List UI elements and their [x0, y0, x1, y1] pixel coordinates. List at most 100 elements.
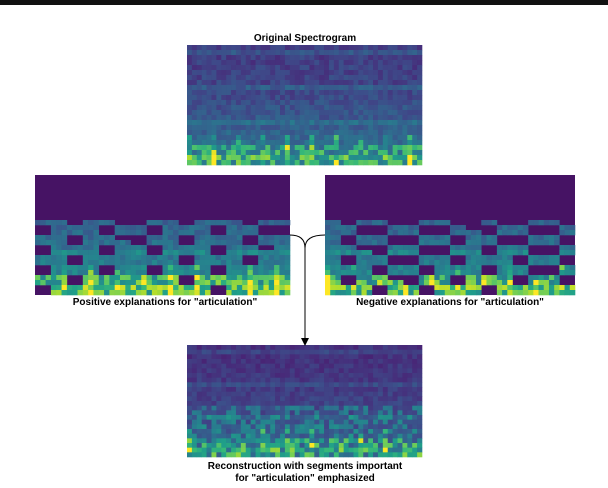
pixel — [280, 354, 286, 360]
pixel — [56, 265, 62, 271]
pixel — [333, 349, 340, 355]
pixel — [470, 230, 477, 236]
pixel — [496, 260, 503, 266]
pixel — [533, 290, 539, 296]
pixel — [392, 45, 398, 51]
pixel — [382, 120, 389, 126]
pixel — [377, 125, 384, 131]
pixel — [522, 265, 529, 271]
pixel — [40, 235, 46, 241]
pixel — [284, 100, 291, 106]
pixel — [240, 415, 247, 420]
pixel — [206, 95, 212, 101]
pixel — [392, 105, 398, 111]
pixel — [387, 270, 394, 276]
pixel — [361, 280, 367, 286]
pixel — [250, 115, 256, 121]
pixel — [240, 443, 247, 448]
pixel — [151, 220, 158, 226]
pixel — [417, 60, 423, 66]
pixel — [231, 363, 237, 369]
pixel — [265, 160, 271, 166]
pixel — [314, 405, 320, 411]
pixel — [373, 80, 379, 86]
pixel — [358, 438, 364, 444]
pixel — [270, 345, 276, 350]
pixel — [324, 354, 330, 360]
pixel — [358, 60, 364, 66]
pixel — [294, 80, 300, 86]
pixel — [507, 255, 513, 261]
pixel — [226, 415, 232, 420]
pixel — [72, 245, 78, 251]
pixel — [402, 125, 408, 131]
pixel — [226, 354, 232, 360]
pixel — [333, 75, 340, 81]
pixel — [382, 387, 389, 392]
pixel — [548, 280, 555, 286]
pixel — [260, 401, 266, 406]
pixel — [330, 240, 336, 246]
pixel — [353, 363, 359, 369]
pixel — [324, 85, 330, 91]
pixel — [61, 240, 68, 246]
pixel — [417, 415, 423, 420]
pixel — [50, 275, 57, 281]
pixel — [289, 359, 296, 364]
pixel — [358, 85, 364, 91]
pixel — [314, 150, 320, 156]
pixel — [120, 230, 126, 236]
pixel — [358, 45, 364, 51]
pixel — [392, 110, 398, 116]
pixel — [304, 443, 310, 448]
pixel — [240, 60, 247, 66]
negative-caption: Negative explanations for "articulation" — [356, 297, 544, 308]
pixel — [533, 220, 539, 226]
pixel — [88, 280, 94, 286]
pixel — [265, 354, 271, 360]
pixel — [275, 387, 281, 392]
pixel — [363, 447, 369, 453]
pixel — [284, 285, 291, 291]
pixel — [40, 275, 46, 281]
pixel — [333, 45, 340, 51]
pixel — [221, 100, 227, 106]
pixel — [201, 105, 207, 111]
pixel — [265, 155, 271, 161]
pixel — [348, 65, 354, 71]
pixel — [373, 368, 379, 374]
pixel — [343, 419, 349, 425]
pixel — [279, 290, 285, 296]
pixel — [206, 110, 212, 116]
pixel — [304, 373, 310, 378]
pixel — [284, 401, 291, 406]
pixel — [392, 60, 398, 66]
pixel — [353, 100, 359, 106]
pixel — [559, 285, 565, 291]
pixel — [325, 225, 331, 231]
pixel — [309, 155, 315, 161]
pixel — [265, 447, 271, 453]
pixel — [196, 60, 202, 66]
pixel — [191, 447, 198, 453]
pixel — [358, 433, 364, 439]
pixel — [216, 405, 222, 411]
pixel — [187, 160, 193, 166]
pixel — [206, 415, 212, 420]
pixel — [412, 424, 418, 430]
pixel — [368, 377, 374, 383]
pixel — [377, 396, 384, 402]
pixel — [554, 280, 560, 286]
pixel — [201, 387, 207, 392]
pixel — [304, 359, 310, 364]
pixel — [250, 429, 256, 434]
pixel — [135, 275, 142, 281]
pixel — [235, 415, 242, 420]
pixel — [258, 280, 264, 286]
pixel — [382, 349, 389, 355]
pixel — [104, 240, 110, 246]
pixel — [255, 387, 261, 392]
pixel — [343, 424, 349, 430]
pixel — [564, 285, 571, 291]
pixel — [407, 354, 413, 360]
